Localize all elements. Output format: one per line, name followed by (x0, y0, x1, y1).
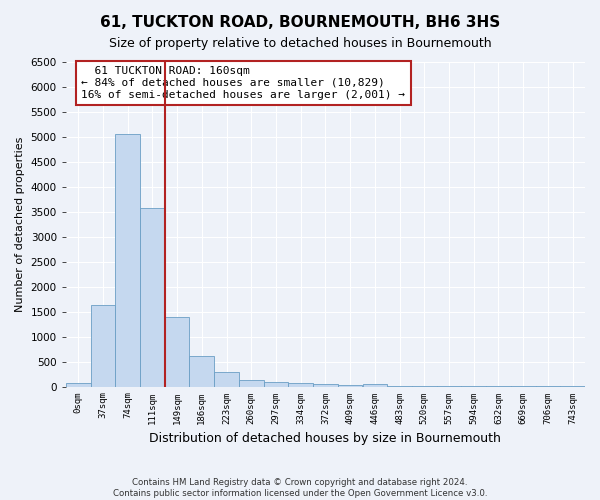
Y-axis label: Number of detached properties: Number of detached properties (15, 136, 25, 312)
Bar (362, 384, 387, 386)
Bar (214, 372, 239, 386)
Bar (115, 134, 140, 386)
Bar (190, 356, 214, 386)
Bar (239, 380, 263, 386)
Bar (140, 208, 165, 386)
Bar (66, 383, 91, 386)
Bar (289, 383, 313, 386)
Bar (338, 385, 362, 386)
Bar (91, 305, 115, 386)
Bar (313, 384, 338, 386)
Bar (263, 382, 289, 386)
Text: 61, TUCKTON ROAD, BOURNEMOUTH, BH6 3HS: 61, TUCKTON ROAD, BOURNEMOUTH, BH6 3HS (100, 15, 500, 30)
X-axis label: Distribution of detached houses by size in Bournemouth: Distribution of detached houses by size … (149, 432, 502, 445)
Text: 61 TUCKTON ROAD: 160sqm
← 84% of detached houses are smaller (10,829)
16% of sem: 61 TUCKTON ROAD: 160sqm ← 84% of detache… (82, 66, 406, 100)
Bar (165, 316, 190, 386)
Text: Contains HM Land Registry data © Crown copyright and database right 2024.
Contai: Contains HM Land Registry data © Crown c… (113, 478, 487, 498)
Text: Size of property relative to detached houses in Bournemouth: Size of property relative to detached ho… (109, 38, 491, 51)
